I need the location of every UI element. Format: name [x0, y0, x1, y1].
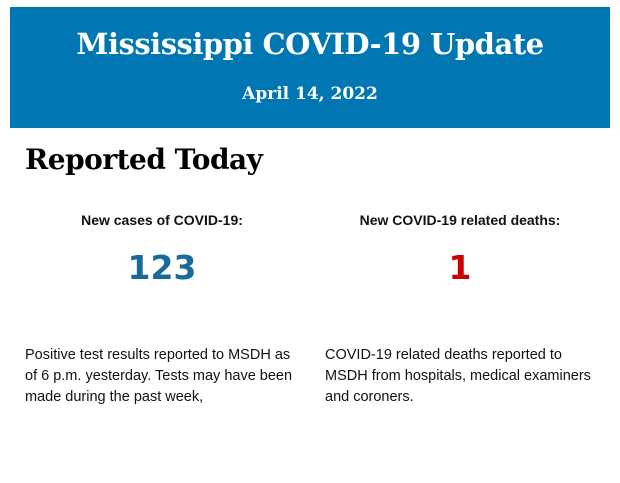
update-date: April 14, 2022 [242, 84, 378, 104]
page-title: Mississippi COVID-19 Update [76, 27, 544, 61]
cases-value: 123 [127, 248, 197, 287]
deaths-stat: New COVID-19 related deaths: 1 [320, 212, 600, 287]
deaths-value: 1 [448, 248, 472, 287]
deaths-description: COVID-19 related deaths reported to MSDH… [325, 347, 591, 405]
header-banner: Mississippi COVID-19 Update April 14, 20… [10, 7, 610, 128]
cases-description: Positive test results reported to MSDH a… [25, 347, 293, 405]
cases-label: New cases of COVID-19: [81, 212, 243, 228]
cases-stat: New cases of COVID-19: 123 [22, 212, 302, 287]
section-heading: Reported Today [25, 143, 263, 176]
deaths-label: New COVID-19 related deaths: [359, 212, 561, 228]
